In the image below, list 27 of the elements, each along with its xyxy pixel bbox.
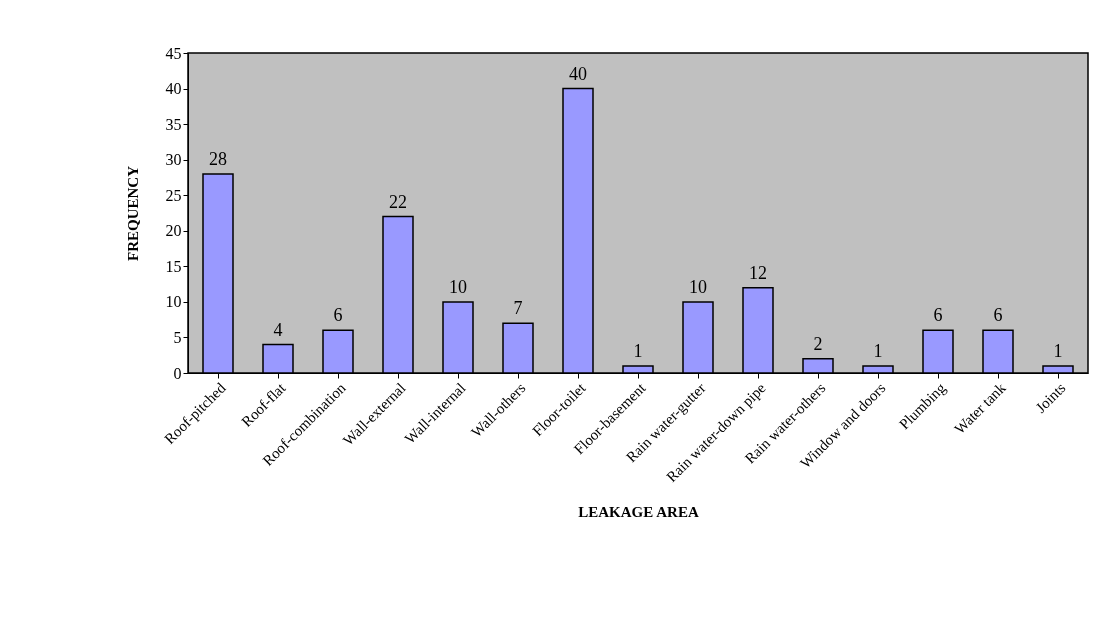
- data-label: 6: [993, 305, 1003, 326]
- data-label: 10: [449, 276, 467, 297]
- data-label: 12: [749, 262, 767, 283]
- data-label: 10: [689, 276, 707, 297]
- y-tick-label: 15: [165, 257, 182, 275]
- data-label: 7: [513, 298, 523, 319]
- y-tick-label: 30: [165, 151, 182, 169]
- y-tick-label: 20: [165, 222, 182, 240]
- y-tick-label: 10: [165, 293, 182, 311]
- data-label: 6: [333, 305, 343, 326]
- data-label: 22: [389, 191, 407, 212]
- data-label: 2: [813, 333, 823, 354]
- data-label: 1: [873, 340, 883, 361]
- data-label: 28: [209, 148, 227, 169]
- y-tick-label: 5: [173, 328, 182, 346]
- y-tick-label: 25: [165, 186, 182, 204]
- y-tick-label: 40: [165, 80, 182, 98]
- data-label: 1: [633, 340, 643, 361]
- y-axis-title: FREQUENCY: [124, 165, 141, 262]
- y-tick-label: 35: [165, 115, 182, 133]
- y-tick-label: 45: [165, 44, 182, 62]
- data-label: 6: [933, 305, 943, 326]
- y-tick-label: 0: [173, 364, 182, 382]
- x-axis-title: LEAKAGE AREA: [578, 504, 699, 521]
- data-label: 40: [569, 63, 587, 84]
- data-label: 1: [1053, 340, 1063, 361]
- data-label: 4: [273, 319, 283, 340]
